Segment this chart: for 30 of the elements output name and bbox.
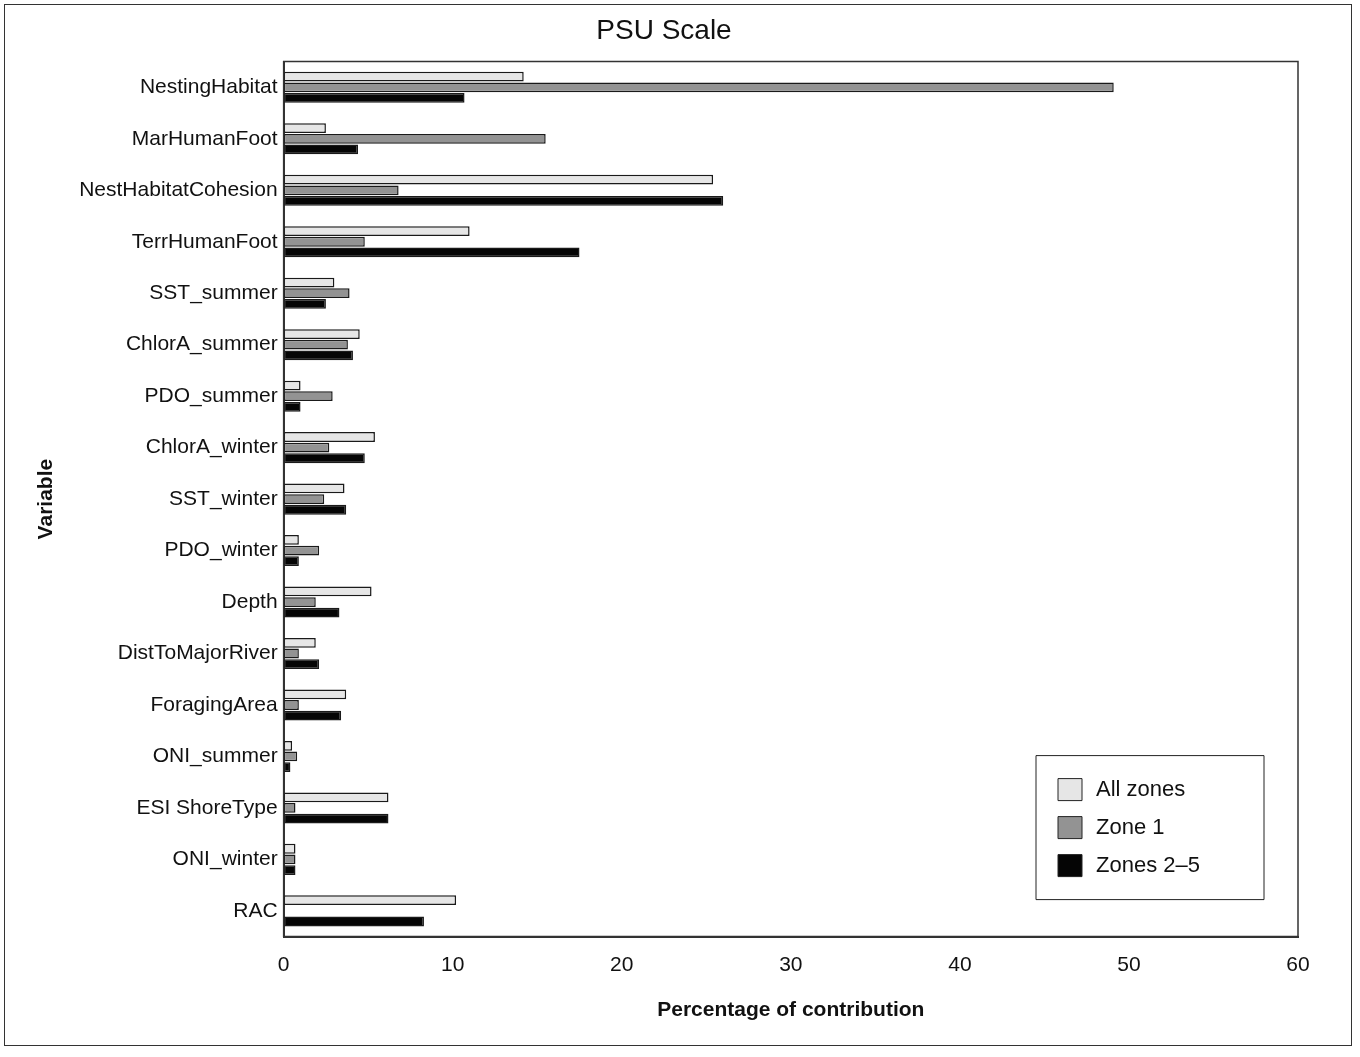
y-tick-label: NestHabitatCohesion (79, 177, 278, 201)
y-tick-label: MarHumanFoot (131, 125, 278, 149)
x-tick-label: 40 (948, 952, 972, 975)
y-tick-label: DistToMajorRiver (117, 640, 278, 664)
y-tick-label: SST_summer (149, 280, 278, 305)
y-tick-label: ESI ShoreType (136, 794, 278, 818)
x-tick-label: 30 (779, 952, 803, 975)
y-axis-title: Variable (33, 458, 57, 540)
x-tick-label: 0 (277, 952, 290, 975)
chart-title: PSU Scale (596, 13, 732, 45)
y-tick-label: ONI_summer (152, 743, 278, 768)
y-tick-label: ForagingArea (150, 691, 278, 715)
y-tick-label: TerrHumanFoot (131, 228, 278, 252)
y-tick-label: PDO_winter (164, 537, 278, 562)
y-tick-label: ChlorA_summer (125, 331, 278, 356)
legend-label: Zone 1 (1096, 813, 1165, 839)
y-tick-label: RAC (233, 897, 278, 921)
x-tick-label: 20 (610, 952, 634, 975)
x-tick-label: 10 (441, 952, 465, 975)
legend-label: Zones 2–5 (1096, 851, 1200, 877)
y-tick-label: ChlorA_winter (145, 434, 278, 459)
y-tick-label: NestingHabitat (139, 74, 278, 98)
x-tick-label: 50 (1117, 952, 1141, 975)
x-axis-title: Percentage of contribution (657, 997, 925, 1021)
y-tick-label: SST_winter (169, 485, 278, 510)
legend-label: All zones (1096, 775, 1186, 801)
y-tick-label: Depth (221, 588, 278, 612)
y-tick-label: ONI_winter (172, 846, 278, 871)
x-tick-label: 60 (1286, 952, 1310, 975)
y-tick-label: PDO_summer (144, 382, 278, 407)
